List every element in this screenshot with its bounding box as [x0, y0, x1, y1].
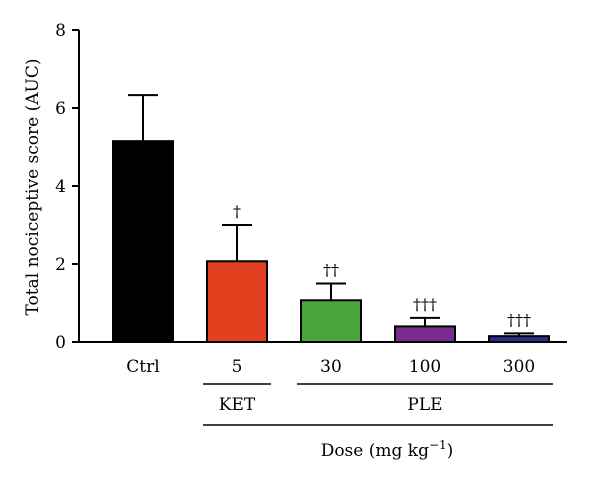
significance-label: †† — [323, 261, 339, 280]
x-axis-title: Dose (mg kg−1) — [321, 438, 454, 461]
bar — [488, 335, 550, 343]
category-label: 5 — [232, 357, 243, 377]
y-axis: 0 2 4 6 8 — [55, 21, 80, 353]
significance-markers: ††††††††† — [233, 202, 531, 329]
error-bars — [128, 94, 534, 337]
bar — [394, 325, 456, 343]
category-labels: Ctrl 5 30 100 300 — [126, 357, 535, 377]
y-tick-label: 8 — [55, 21, 66, 41]
bar — [112, 140, 174, 343]
category-label: 100 — [409, 357, 441, 377]
y-tick-label: 6 — [55, 99, 66, 119]
category-label: Ctrl — [126, 357, 159, 377]
group-label: PLE — [407, 395, 442, 415]
category-label: 30 — [320, 357, 342, 377]
bars — [112, 140, 550, 343]
y-tick-label: 4 — [55, 177, 66, 197]
group-label: KET — [219, 395, 256, 415]
group-brackets: KET PLE — [203, 383, 553, 426]
y-axis-title: Total nociceptive score (AUC) — [23, 59, 43, 316]
significance-label: ††† — [413, 295, 437, 314]
category-label: 300 — [503, 357, 535, 377]
significance-label: † — [233, 202, 241, 221]
significance-label: ††† — [507, 310, 531, 329]
y-tick-label: 0 — [55, 333, 66, 353]
bar — [300, 299, 362, 343]
bar — [206, 260, 268, 343]
y-tick-label: 2 — [55, 255, 66, 275]
